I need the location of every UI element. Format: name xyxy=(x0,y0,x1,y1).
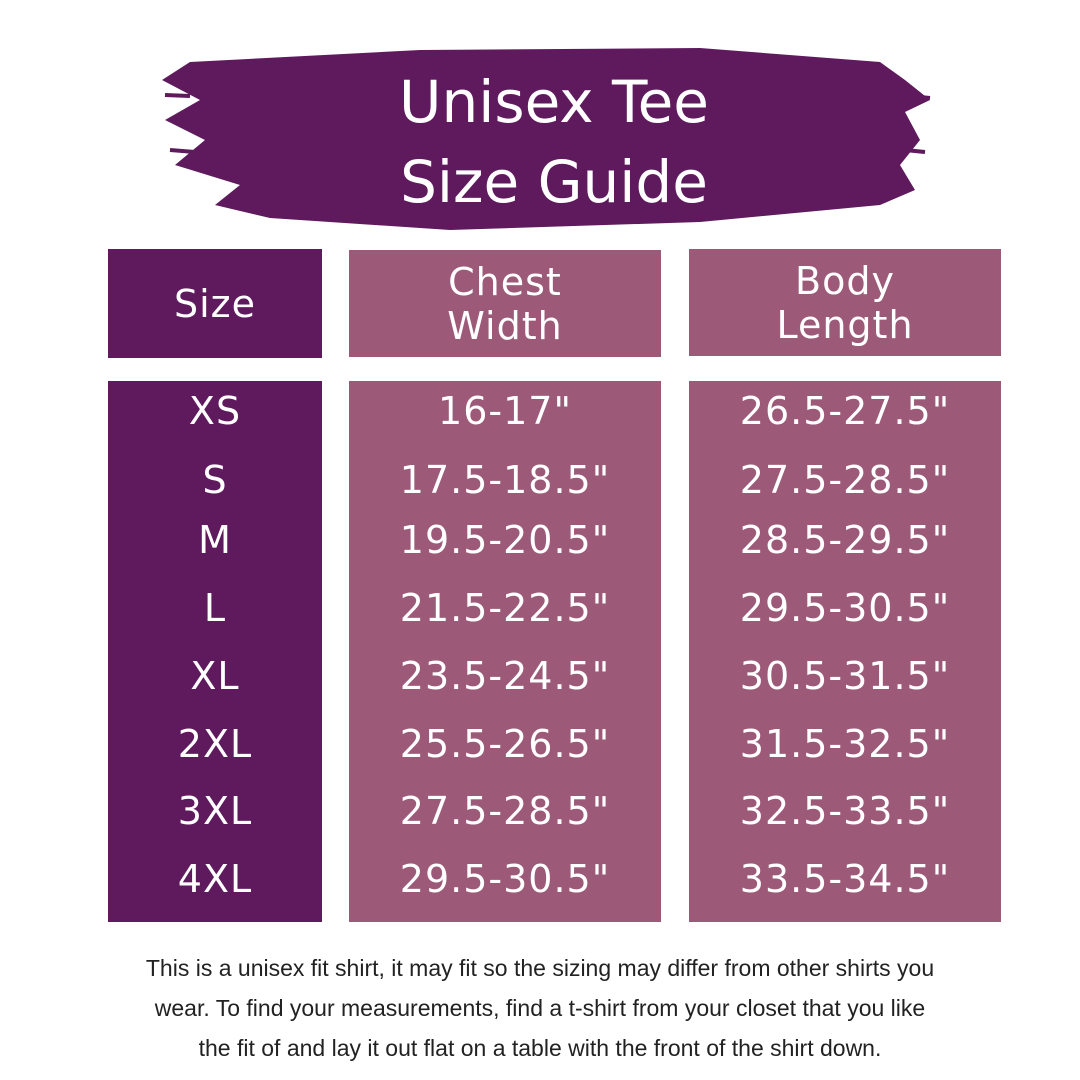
footer-line-3: the fit of and lay it out flat on a tabl… xyxy=(198,1035,882,1061)
title-line-1: Unisex Tee xyxy=(399,68,709,136)
cell-size: L xyxy=(203,586,227,630)
header-size: Size xyxy=(108,249,322,358)
cell-chest: 23.5-24.5" xyxy=(399,654,611,698)
cell-body: 31.5-32.5" xyxy=(739,722,951,766)
brush-stroke-banner xyxy=(162,48,931,230)
body-column: 26.5-27.5" 27.5-28.5" 28.5-29.5" 29.5-30.5"… xyxy=(689,381,1001,922)
cell-body: 26.5-27.5" xyxy=(739,389,951,433)
cell-size: S xyxy=(202,458,228,502)
cell-size: 2XL xyxy=(177,722,253,766)
chest-column: 16-17" 17.5-18.5" 19.5-20.5" 21.5-22.5" 23.5… xyxy=(349,381,661,922)
header-chest-width: Chest Width xyxy=(349,250,661,357)
cell-chest: 19.5-20.5" xyxy=(399,518,611,562)
cell-size: 4XL xyxy=(177,857,253,901)
cell-body: 27.5-28.5" xyxy=(739,458,951,502)
size-column: XS S M L XL 2XL 3XL 4XL xyxy=(108,381,322,922)
cell-chest: 16-17" xyxy=(438,389,572,433)
cell-body: 32.5-33.5" xyxy=(739,789,951,833)
footer-note: This is a unisex fit shirt, it may fit s… xyxy=(0,948,1080,1068)
cell-chest: 27.5-28.5" xyxy=(399,789,611,833)
header-body-length: Body Length xyxy=(689,249,1001,356)
cell-size: XL xyxy=(190,654,240,698)
cell-chest: 25.5-26.5" xyxy=(399,722,611,766)
footer-line-1: This is a unisex fit shirt, it may fit s… xyxy=(145,955,935,981)
cell-chest: 17.5-18.5" xyxy=(399,458,611,502)
cell-body: 29.5-30.5" xyxy=(739,586,951,630)
cell-size: M xyxy=(198,518,232,562)
cell-size: 3XL xyxy=(177,789,253,833)
cell-chest: 29.5-30.5" xyxy=(399,857,611,901)
cell-body: 33.5-34.5" xyxy=(739,857,951,901)
cell-body: 30.5-31.5" xyxy=(739,654,951,698)
title-line-2: Size Guide xyxy=(400,148,708,216)
footer-line-2: wear. To find your measurements, find a … xyxy=(154,995,926,1021)
cell-body: 28.5-29.5" xyxy=(739,518,951,562)
cell-size: XS xyxy=(188,389,242,433)
cell-chest: 21.5-22.5" xyxy=(399,586,611,630)
